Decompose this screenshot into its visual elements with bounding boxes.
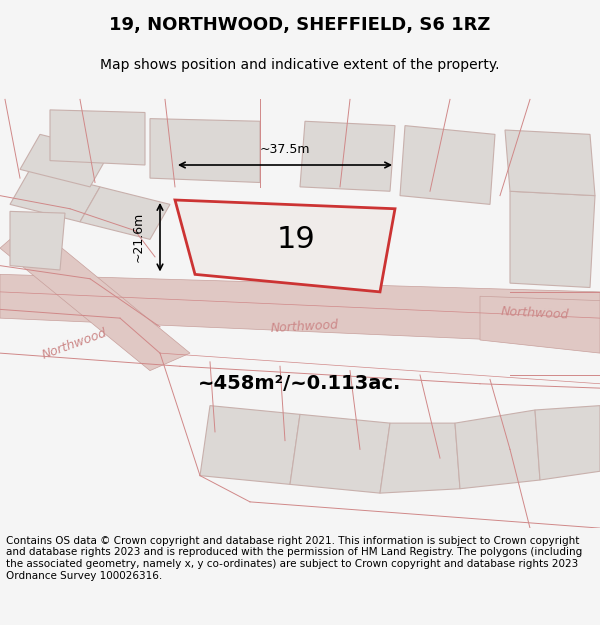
Polygon shape xyxy=(535,406,600,480)
Text: Contains OS data © Crown copyright and database right 2021. This information is : Contains OS data © Crown copyright and d… xyxy=(6,536,582,581)
Polygon shape xyxy=(290,414,390,493)
Text: ~21.6m: ~21.6m xyxy=(131,212,145,262)
Polygon shape xyxy=(0,222,190,371)
Polygon shape xyxy=(505,130,595,196)
Polygon shape xyxy=(510,191,595,288)
Polygon shape xyxy=(0,274,600,344)
Polygon shape xyxy=(50,110,145,165)
Polygon shape xyxy=(20,134,110,187)
Text: Northwood: Northwood xyxy=(41,327,109,362)
Polygon shape xyxy=(10,211,65,270)
Polygon shape xyxy=(400,126,495,204)
Text: 19: 19 xyxy=(277,225,316,254)
Polygon shape xyxy=(380,423,460,493)
Polygon shape xyxy=(480,296,600,353)
Polygon shape xyxy=(300,121,395,191)
Text: Northwood: Northwood xyxy=(500,306,569,322)
Polygon shape xyxy=(455,410,540,489)
Polygon shape xyxy=(200,406,300,484)
Text: Northwood: Northwood xyxy=(271,319,340,335)
Polygon shape xyxy=(80,187,170,239)
Polygon shape xyxy=(10,169,100,222)
Text: ~458m²/~0.113ac.: ~458m²/~0.113ac. xyxy=(199,374,401,393)
Text: ~37.5m: ~37.5m xyxy=(260,142,310,156)
Text: 19, NORTHWOOD, SHEFFIELD, S6 1RZ: 19, NORTHWOOD, SHEFFIELD, S6 1RZ xyxy=(109,16,491,34)
Polygon shape xyxy=(175,200,395,292)
Text: Map shows position and indicative extent of the property.: Map shows position and indicative extent… xyxy=(100,58,500,72)
Polygon shape xyxy=(150,119,260,182)
